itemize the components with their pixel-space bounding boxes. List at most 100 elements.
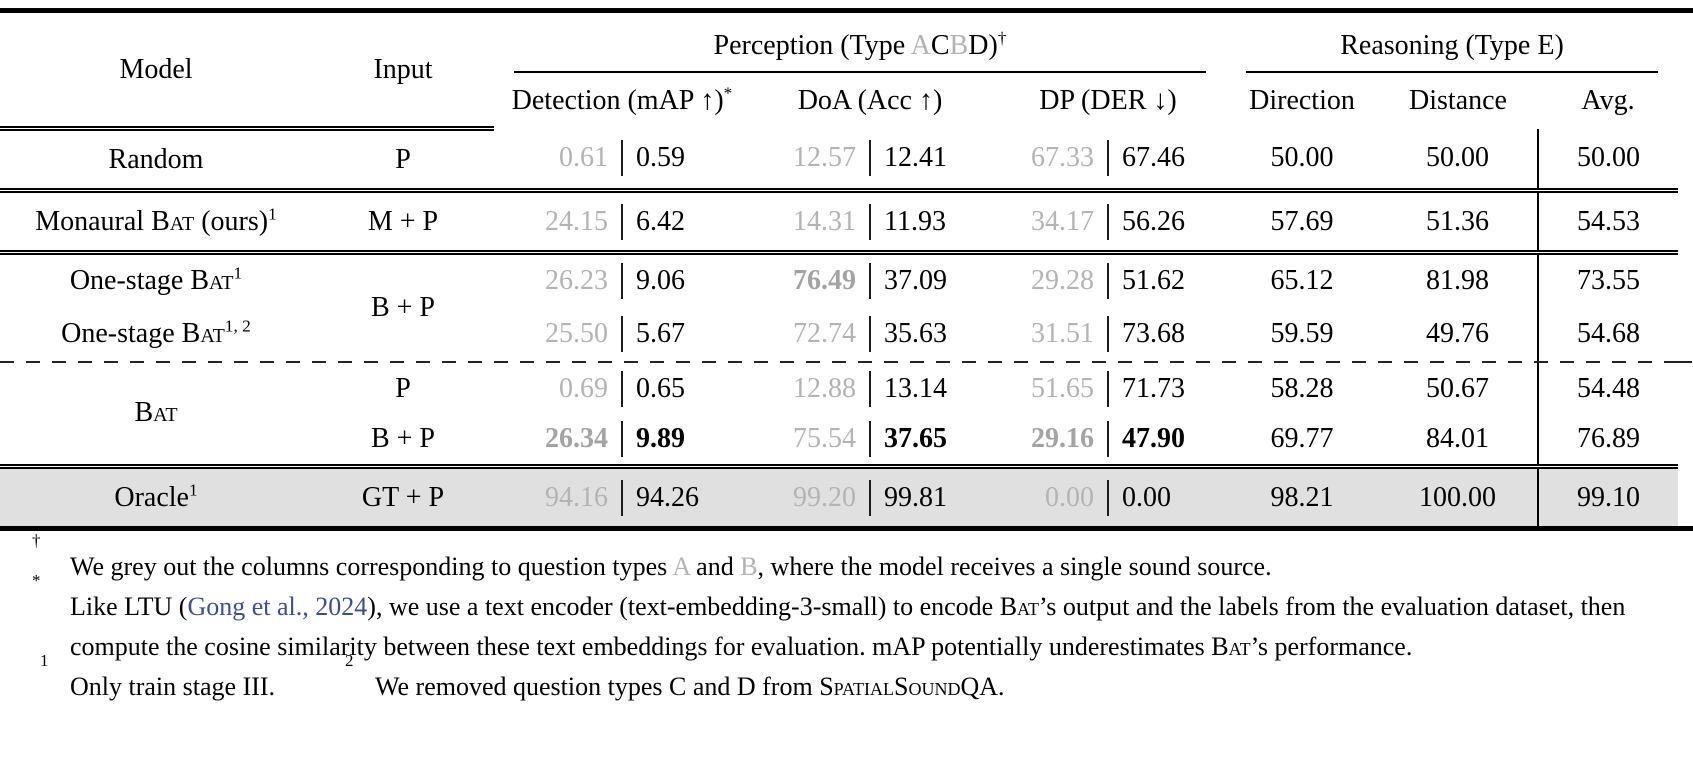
dp-cell: 29.16 47.90 [990, 414, 1226, 469]
dashed-separator [0, 360, 1679, 363]
direction-value: 57.69 [1226, 190, 1378, 255]
dp-grey-value: 29.28 [1031, 264, 1094, 296]
value-divider [621, 370, 623, 407]
group-header-row: Model Input Perception (Type ACBD)† Reas… [0, 10, 1693, 131]
value-divider [1107, 140, 1109, 177]
distance-value: 49.76 [1426, 317, 1489, 349]
value-divider [869, 140, 871, 177]
footnote-2-text: . [998, 672, 1005, 701]
doa-cell: 14.31 11.93 [750, 190, 990, 255]
value-divider [869, 421, 871, 458]
doa-value: 35.63 [884, 317, 947, 349]
column-header-direction: Direction [1249, 84, 1355, 116]
model-name-prefix: One-stage [69, 264, 191, 296]
value-divider [1107, 262, 1109, 299]
dp-value: 67.46 [1122, 142, 1185, 174]
direction-value: 50.00 [1226, 128, 1378, 193]
value-divider [869, 479, 871, 516]
reasoning-label: Reasoning (Type E) [1340, 29, 1564, 61]
doa-grey-value: 14.31 [793, 205, 856, 237]
model-name: Monaural Bat (ours)1 [0, 190, 312, 255]
detection-grey-value: 94.16 [545, 481, 608, 513]
distance-value-bold: 84.01 [1378, 414, 1538, 469]
footnote-1-text: Only train stage III. [70, 672, 276, 701]
model-name-prefix: Monaural [35, 205, 152, 237]
input-value: M + P [312, 190, 494, 255]
perception-label: Perception (Type [713, 29, 911, 61]
table-row-bat-p: Bat P 0.69 0.65 12.88 13.14 51.65 71.73 58.… [0, 362, 1693, 469]
detection-value: 9.06 [636, 264, 685, 296]
avg-value: 54.68 [1536, 306, 1679, 361]
model-name-smallcaps: Bat [181, 317, 225, 349]
value-divider [1107, 479, 1109, 516]
footnote-2-text: We removed question types C and D from [375, 672, 820, 701]
distance-value: 50.00 [1378, 128, 1538, 193]
column-header-distance: Distance [1409, 84, 1507, 116]
footnote-dagger-text: We grey out the columns corresponding to… [70, 552, 673, 581]
direction-value: 59.59 [1270, 317, 1334, 349]
doa-grey-value: 99.20 [793, 481, 856, 513]
footnotes-block: † We grey out the columns corresponding t… [0, 532, 1693, 707]
dp-cell: 67.33 67.46 [990, 128, 1226, 193]
dp-grey-value: 31.51 [1031, 317, 1094, 349]
value-divider [869, 315, 871, 352]
dp-grey-value: 51.65 [1031, 372, 1094, 404]
doa-value: 13.14 [884, 372, 947, 404]
value-divider [621, 421, 623, 458]
doa-grey-value: 72.74 [793, 317, 856, 349]
value-divider [869, 262, 871, 299]
model-name-smallcaps: Bat [151, 205, 195, 237]
dp-value: 71.73 [1122, 372, 1185, 404]
model-name-smallcaps: Bat [190, 264, 234, 296]
detection-grey-value: 0.69 [559, 372, 608, 404]
dp-grey-value: 67.33 [1031, 142, 1094, 174]
perception-close-paren: ) [988, 29, 998, 61]
detection-cell: 0.61 0.59 [494, 128, 750, 193]
footnote-dagger-text: , where the model receives a single soun… [757, 552, 1272, 581]
spatialsoundqa-smallcaps: SpatialSoundQA [819, 672, 999, 701]
table-row-random: Random P 0.61 0.59 12.57 12.41 67.33 67.46 … [0, 128, 1693, 193]
footnote-ref: 1 [268, 204, 277, 224]
detection-label: Detection (mAP ↑) [511, 84, 724, 116]
dashed-separator-row [0, 360, 1693, 363]
type-b-grey: B [740, 552, 758, 581]
footnote-dagger-text: and [689, 552, 741, 581]
citation-link[interactable]: Gong et al., 2024 [187, 592, 368, 621]
avg-value: 54.53 [1536, 190, 1679, 255]
dp-grey-value-bold: 29.16 [1031, 423, 1094, 455]
dp-cell: 29.28 51.62 [990, 253, 1226, 307]
distance-value: 51.36 [1378, 190, 1538, 255]
input-value: P [312, 128, 494, 193]
dp-value-bold: 47.90 [1122, 423, 1185, 455]
detection-cell: 0.69 0.65 [494, 363, 750, 415]
doa-value: 37.09 [884, 264, 947, 296]
doa-cell: 99.20 99.81 [750, 466, 990, 529]
value-divider [1107, 203, 1109, 240]
model-name: One-stage Bat1, 2 [0, 307, 312, 361]
column-header-input: Input [312, 10, 494, 131]
avg-value: 50.00 [1536, 128, 1679, 193]
model-name-smallcaps: Bat [134, 397, 178, 429]
avg-value: 99.10 [1536, 466, 1679, 529]
footnote-1: 1 Only train stage III. [40, 651, 276, 701]
model-name-merged: Bat [0, 362, 312, 469]
value-divider [621, 262, 623, 299]
avg-value-bold: 76.89 [1536, 414, 1679, 469]
model-name: Oracle1 [0, 466, 312, 529]
doa-cell: 76.49 37.09 [750, 253, 990, 307]
detection-grey-value: 26.23 [545, 264, 608, 296]
bat-smallcaps: Bat [1211, 632, 1251, 661]
model-name: One-stage Bat1 [0, 253, 312, 307]
detection-value: 94.26 [636, 481, 699, 513]
distance-value: 50.67 [1426, 372, 1489, 404]
value-divider [621, 315, 623, 352]
value-divider [1107, 315, 1109, 352]
detection-grey-value: 24.15 [545, 205, 608, 237]
type-d: D [968, 29, 989, 61]
doa-value: 99.81 [884, 481, 947, 513]
dp-value: 56.26 [1122, 205, 1185, 237]
detection-cell: 24.15 6.42 [494, 190, 750, 255]
dashed-separator-avg [1678, 360, 1693, 363]
dp-cell: 34.17 56.26 [990, 190, 1226, 255]
dagger-marker: † [997, 28, 1007, 48]
